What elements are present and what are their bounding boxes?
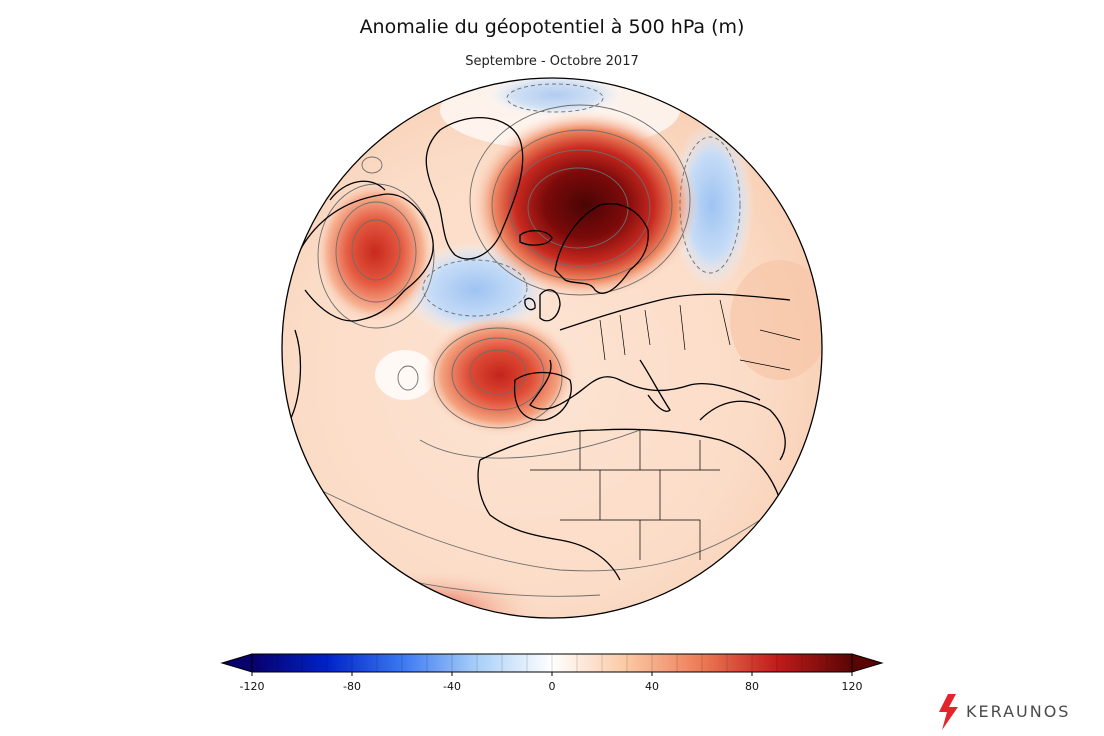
country-borders [530, 299, 801, 560]
colorbar-tick-label: -40 [443, 680, 461, 693]
globe-outline [281, 77, 823, 619]
colorbar-tick-label: -120 [240, 680, 265, 693]
anomaly-field [282, 78, 822, 618]
positive-anomaly-scandinavia [470, 110, 700, 300]
chart-subtitle: Septembre - Octobre 2017 [465, 54, 639, 69]
colorbar-extend-min [220, 653, 253, 673]
chart-title: Anomalie du géopotentiel à 500 hPa (m) [359, 16, 745, 38]
keraunos-logo: KERAUNOS [930, 692, 1100, 732]
positive-anomaly-canada [315, 180, 435, 324]
colorbar-extend-max [851, 653, 884, 673]
colorbar-ticks: -120 -80 -40 0 40 80 120 [240, 654, 863, 693]
colorbar-tick-label: 0 [549, 680, 556, 693]
colorbar-tick-label: 80 [745, 680, 759, 693]
colorbar-tick-label: -80 [343, 680, 361, 693]
colorbar-tick-label: 120 [842, 680, 863, 693]
positive-anomaly-iberia [422, 313, 578, 437]
lightning-bolt-icon [939, 694, 958, 730]
colorbar-tick-label: 40 [645, 680, 659, 693]
brand-name: KERAUNOS [966, 702, 1071, 721]
contour-lines [299, 104, 761, 597]
negative-contours [422, 83, 741, 317]
